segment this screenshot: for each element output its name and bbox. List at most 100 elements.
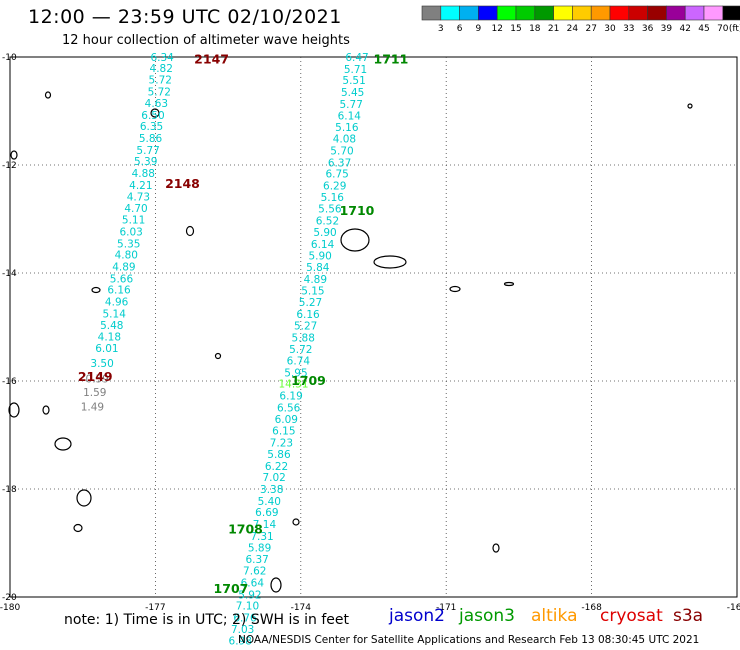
footnote: note: 1) Time is in UTC; 2) SWH is in fe… [64,612,350,628]
x-tick-label: -174 [291,603,312,613]
colorbar-label: 6 [457,24,463,34]
wave-height-label: 6.34 [150,52,174,64]
wave-height-label: 7.31 [250,531,273,543]
wave-height-label: 6.01 [95,343,118,355]
wave-height-label: 5.77 [136,145,159,157]
wave-height-label: 5.11 [122,215,145,227]
y-tick-label: -18 [2,485,17,495]
wave-height-label: 5.39 [134,156,157,168]
island-outline [340,228,370,252]
credit-line: NOAA/NESDIS Center for Satellite Applica… [238,634,700,646]
island-outline [150,108,160,118]
chart-title: 12:00 — 23:59 UTC 02/10/2021 [28,6,342,28]
wave-height-label: 5.15 [301,285,324,297]
colorbar-label: 9 [476,24,482,34]
wave-height-label: 5.40 [258,496,281,508]
island-outline [42,405,50,415]
wave-height-label: 14.31 [278,379,308,391]
colorbar-swatch [722,5,740,21]
pass-label: 1711 [374,52,409,67]
wave-height-label: 1.59 [83,387,106,399]
chart-subtitle: 12 hour collection of altimeter wave hei… [62,33,350,48]
wave-height-label: 5.27 [294,320,317,332]
colorbar-swatch [515,5,536,21]
wave-height-label: 4.73 [127,191,150,203]
wave-height-label: 6.52 [316,216,339,228]
colorbar-label: 33 [623,24,634,34]
x-tick-label: -180 [0,603,20,613]
y-tick-label: -12 [2,161,17,171]
pass-label: 1707 [214,581,249,596]
island-outline [76,489,92,507]
island-outline [492,543,500,553]
wave-height-label: 5.86 [267,449,291,461]
colorbar-swatch [553,5,573,21]
island-outline [373,255,407,269]
wave-height-label: 6.50 [141,110,164,122]
wave-height-label: 6.19 [279,391,302,403]
wave-height-label: 7.23 [270,438,293,450]
wave-height-label: 6.64 [241,577,265,589]
colorbar-label: 27 [585,24,596,34]
wave-height-label: 4.82 [150,63,173,75]
satellite-jason3: jason3 [459,606,515,626]
wave-height-label: 6.16 [296,309,320,321]
colorbar-label: 39 [661,24,673,34]
wave-height-label: 5.90 [308,251,331,263]
wave-height-label: 5.72 [149,75,172,87]
colorbar-swatch [478,5,498,21]
wave-height-label: 6.03 [119,226,142,238]
wave-height-label: 6.29 [323,181,346,193]
satellite-s3a: s3a [673,606,704,626]
x-tick-label: -168 [581,603,602,613]
colorbar-label: 36 [642,24,654,34]
island-outline [54,437,72,451]
colorbar-swatch [440,5,460,21]
colorbar-label: 18 [529,24,541,34]
wave-height-label: 6.75 [325,169,348,181]
x-tick-label: -171 [436,603,456,613]
wave-height-label: 6.69 [255,507,278,519]
island-outline [10,150,18,160]
colorbar-swatch [609,5,630,21]
satellite-jason2: jason2 [389,606,445,626]
wave-height-label: 6.98 [229,636,252,648]
wave-height-label: 5.84 [306,262,330,274]
wave-height-label: 7.14 [253,519,277,531]
island-outline [449,285,461,293]
x-tick-label: -177 [145,603,165,613]
colorbar-label: 12 [491,24,502,34]
colorbar-unit: (ft) [729,24,740,34]
wave-height-label: 3.38 [260,484,283,496]
satellite-cryosat: cryosat [600,606,663,626]
island-outline [185,225,195,237]
colorbar-swatch [647,5,667,21]
wave-height-label: 4.08 [333,134,356,146]
wave-height-label: 6.14 [311,239,335,251]
wave-height-label: 5.70 [330,145,353,157]
island-outline [292,518,300,526]
wave-height-label: 6.09 [275,414,298,426]
pass-label: 1710 [340,203,375,218]
colorbar-swatch [496,5,517,21]
island-outline [91,286,101,294]
wave-height-label: 4.96 [105,297,129,309]
island-outline [503,281,515,287]
wave-height-label: 7.02 [262,472,285,484]
colorbar-swatch [666,5,686,21]
colorbar-swatch [590,5,611,21]
colorbar-swatch [421,5,442,21]
wave-height-label: 6.37 [245,554,268,566]
y-tick-label: -20 [2,593,17,603]
wave-height-label: 7.03 [231,624,254,636]
wave-height-label: 5.88 [292,332,315,344]
wave-height-label: 5.89 [248,542,271,554]
wave-height-label: 6.76 [233,613,257,625]
wave-height-label: 6.16 [107,285,131,297]
island-outline [8,402,20,418]
wave-height-label: 6.74 [287,355,311,367]
wave-height-label: 5.16 [321,192,345,204]
wave-height-label: 6.14 [338,110,362,122]
wave-height-label: 5.90 [313,227,336,239]
wave-height-label: 5.95 [284,367,307,379]
